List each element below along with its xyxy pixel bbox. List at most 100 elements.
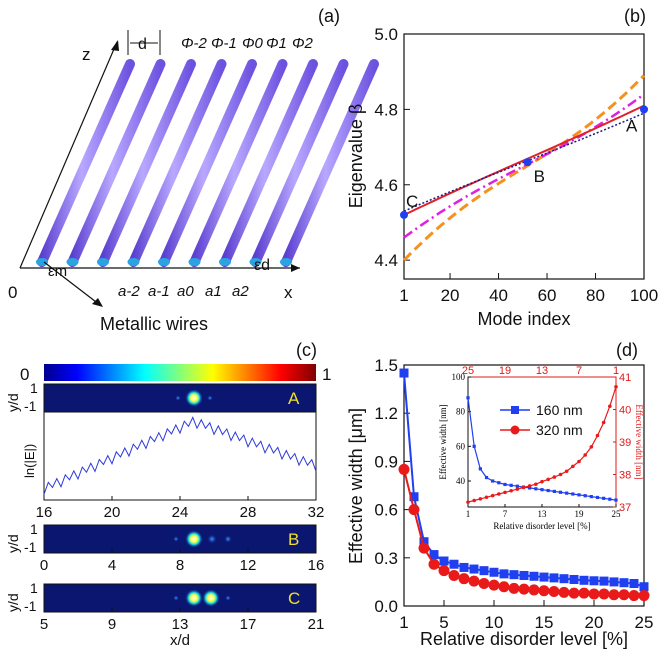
x-axis-title-c: x/d xyxy=(170,632,190,649)
y-tick-label: 4.8 xyxy=(374,100,398,119)
mode-map-b xyxy=(43,524,317,554)
x-tick-label: 25 xyxy=(635,613,654,632)
mode-ylabel: y/d xyxy=(5,393,21,412)
inset-point xyxy=(503,482,507,487)
inset-x-tick-label: 7 xyxy=(503,509,508,519)
x-tick-label: 16 xyxy=(36,504,53,521)
metallic-wires-caption: Metallic wires xyxy=(100,314,208,334)
wire-end-cap xyxy=(97,258,109,266)
inset-point xyxy=(509,483,513,487)
inset-point xyxy=(614,384,618,389)
inset-point xyxy=(546,477,550,482)
data-point xyxy=(478,578,490,590)
mode-ytick: 1 xyxy=(30,521,38,537)
legend-label-160: 160 nm xyxy=(536,402,583,418)
x-tick-label: 20 xyxy=(104,504,121,521)
inset-point xyxy=(552,475,557,479)
mode-ylabel: y/d xyxy=(5,593,21,612)
data-point xyxy=(588,588,600,600)
inset-ylabel-right: Effective width [nm] xyxy=(634,404,644,479)
a-label: a-2 xyxy=(118,283,140,300)
mode-map-c xyxy=(43,583,317,613)
eigenvalue-series-line xyxy=(403,104,645,216)
colorbar xyxy=(44,364,316,381)
data-point xyxy=(569,574,579,584)
inset-point xyxy=(565,491,569,495)
field-spot xyxy=(185,530,203,548)
data-point xyxy=(629,579,639,589)
wire-pointer-arrowhead xyxy=(92,298,103,307)
field-spot xyxy=(207,395,213,401)
inset-legend: 160 nm 320 nm xyxy=(500,402,583,438)
legend-label-320: 320 nm xyxy=(536,422,583,438)
inset-y-tick-label: 100 xyxy=(452,372,466,382)
a-label: a1 xyxy=(205,283,222,300)
inset-point xyxy=(478,497,483,501)
inset-point xyxy=(601,420,606,425)
x-tick-label: 13 xyxy=(172,616,189,633)
data-point xyxy=(408,504,420,516)
mode-point-label: C xyxy=(406,192,418,211)
wire-end-cap xyxy=(219,258,231,266)
x-tick-label: 20 xyxy=(585,613,604,632)
mode-point-label: A xyxy=(626,116,638,135)
x-axis-title-b: Mode index xyxy=(477,309,570,329)
phi-label: Φ-1 xyxy=(211,35,237,52)
wire-end-cap xyxy=(158,258,170,266)
data-point xyxy=(439,556,449,566)
series-d xyxy=(398,368,650,602)
x-tick-label: 21 xyxy=(308,616,325,633)
inset-x-tick-label: 1 xyxy=(466,509,471,519)
phi-label: Φ1 xyxy=(266,35,287,52)
x-tick-label: 32 xyxy=(308,504,325,521)
y-axis-title-d: Effective width [μm] xyxy=(346,408,366,564)
inset-point xyxy=(608,497,612,501)
x-tick-label: 16 xyxy=(308,557,325,574)
data-point xyxy=(608,589,620,601)
x-tick-label: 1 xyxy=(399,613,408,632)
data-point xyxy=(399,368,409,378)
a-label: a0 xyxy=(177,283,194,300)
inset-point xyxy=(577,459,581,464)
data-point xyxy=(469,564,479,574)
y-tick-label: 4.6 xyxy=(374,176,398,195)
data-point xyxy=(558,586,570,598)
epsilon-d-label: εd xyxy=(254,257,270,274)
inset-ylabel-left: Effective width [nm] xyxy=(438,404,448,479)
field-profile-line xyxy=(43,416,317,495)
data-point xyxy=(418,542,430,554)
data-point xyxy=(599,576,609,586)
inset-point xyxy=(503,490,507,495)
x-tick-label: 60 xyxy=(538,286,557,305)
metallic-wire xyxy=(189,59,288,267)
mode-label-b: B xyxy=(288,530,299,549)
data-point xyxy=(479,566,489,576)
series-b xyxy=(402,74,646,262)
inset-point xyxy=(595,495,600,500)
mode-point xyxy=(400,210,408,219)
field-spot xyxy=(173,595,179,601)
x-tick-label: 24 xyxy=(172,504,189,521)
x-tick-label: 0 xyxy=(40,557,48,574)
data-point xyxy=(429,550,439,560)
inset-point xyxy=(589,495,593,499)
data-point xyxy=(538,585,550,597)
x-tick-label: 5 xyxy=(439,613,448,632)
data-point xyxy=(468,575,480,587)
inset-y2-tick-label: 37 xyxy=(619,502,631,514)
data-point xyxy=(559,574,569,584)
mode-ylabel: y/d xyxy=(5,534,21,553)
data-point xyxy=(409,492,419,502)
data-point xyxy=(589,576,599,586)
x-tick-label: 15 xyxy=(535,613,554,632)
inset-point xyxy=(497,481,501,485)
a-label: a-1 xyxy=(148,283,170,300)
x-tick-label: 80 xyxy=(586,286,605,305)
inset-point xyxy=(515,487,520,491)
data-point xyxy=(548,586,560,598)
wire-end-cap xyxy=(188,258,201,266)
data-point xyxy=(419,537,429,547)
data-point xyxy=(448,569,460,581)
y-tick-label: 5.0 xyxy=(374,25,398,44)
